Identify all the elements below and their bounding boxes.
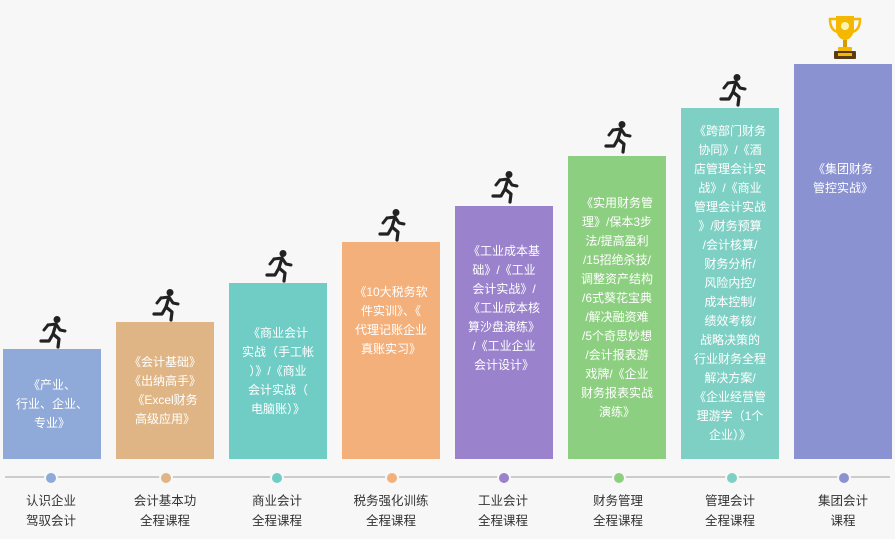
- stage-8-box: 《集团财务 管控实战》: [794, 64, 892, 459]
- stage-6-label: 财务管理 全程课程: [592, 494, 643, 528]
- stage-5-label: 工业会计 全程课程: [477, 494, 528, 528]
- timeline-dot-7: [725, 471, 739, 485]
- trophy-icon: [827, 12, 863, 60]
- timeline-dot-8: [837, 471, 851, 485]
- stage-5-text: 《工业成本基 础》/《工业 会计实战》/ 《工业成本核 算沙盘演练》 /《工业企…: [467, 244, 540, 372]
- stage-3-label: 商业会计 全程课程: [251, 494, 302, 528]
- timeline-dot-3: [270, 471, 284, 485]
- stage-2-box: 《会计基础》 《出纳高手》 《Excel财务 高级应用》: [116, 322, 214, 459]
- stage-1-text: 《产业、 行业、企业、 专业》: [15, 377, 88, 430]
- stage-4-label: 税务强化训练 全程课程: [353, 494, 429, 528]
- stage-7-label: 管理会计 全程课程: [704, 494, 755, 528]
- runner-icon: [490, 170, 520, 204]
- stage-4-text: 《10大税务软 件实训》、《 代理记账企业 真账实习》: [354, 284, 428, 356]
- runner-icon: [151, 288, 181, 322]
- stage-4-box: 《10大税务软 件实训》、《 代理记账企业 真账实习》: [342, 242, 440, 459]
- timeline-line: [5, 476, 890, 478]
- stage-7-box: 《跨部门财务 协同》/《酒 店管理会计实 战》/《商业 管理会计实战 》/财务预…: [681, 108, 779, 459]
- stage-2-text: 《会计基础》 《出纳高手》 《Excel财务 高级应用》: [128, 354, 201, 426]
- timeline-dot-6: [612, 471, 626, 485]
- timeline-dot-2: [159, 471, 173, 485]
- stage-6-box: 《实用财务管 理》/保本3步 法/提高盈利 /15招绝杀技/ 调整资产结构 /6…: [568, 156, 666, 459]
- runner-icon: [264, 249, 294, 283]
- stage-1-label: 认识企业 驾驭会计: [25, 494, 76, 528]
- timeline-dot-5: [497, 471, 511, 485]
- runner-icon: [603, 120, 633, 154]
- stage-5-box: 《工业成本基 础》/《工业 会计实战》/ 《工业成本核 算沙盘演练》 /《工业企…: [455, 206, 553, 459]
- stage-6-text: 《实用财务管 理》/保本3步 法/提高盈利 /15招绝杀技/ 调整资产结构 /6…: [580, 195, 653, 419]
- timeline-dot-1: [44, 471, 58, 485]
- timeline-dot-4: [385, 471, 399, 485]
- stage-7-text: 《跨部门财务 协同》/《酒 店管理会计实 战》/《商业 管理会计实战 》/财务预…: [693, 124, 766, 442]
- stage-3-box: 《商业会计 实战（手工帐 ）》/《商业 会计实战（ 电脑账）》: [229, 283, 327, 459]
- stage-8-text: 《集团财务 管控实战》: [812, 162, 873, 195]
- stage-8-label: 集团会计 课程: [817, 494, 868, 528]
- stage-2-label: 会计基本功 全程课程: [133, 494, 197, 528]
- runner-icon: [377, 208, 407, 242]
- runner-icon: [38, 315, 68, 349]
- stage-1-box: 《产业、 行业、企业、 专业》: [3, 349, 101, 459]
- runner-icon: [718, 73, 748, 107]
- stage-3-text: 《商业会计 实战（手工帐 ）》/《商业 会计实战（ 电脑账）》: [241, 325, 314, 416]
